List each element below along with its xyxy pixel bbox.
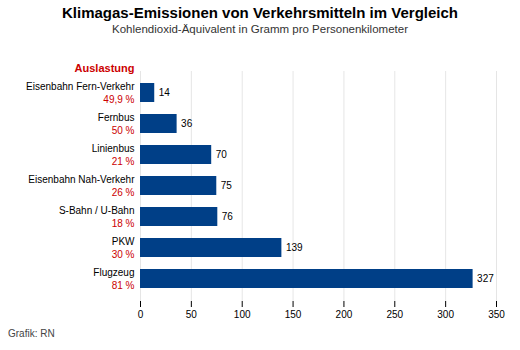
svg-text:49,9 %: 49,9 % bbox=[103, 94, 134, 105]
svg-text:Flugzeug: Flugzeug bbox=[93, 267, 134, 278]
svg-text:0: 0 bbox=[138, 309, 144, 320]
svg-text:Eisenbahn Nah-Verkehr: Eisenbahn Nah-Verkehr bbox=[28, 174, 135, 185]
svg-text:50: 50 bbox=[186, 309, 198, 320]
svg-text:150: 150 bbox=[285, 309, 302, 320]
svg-text:139: 139 bbox=[286, 242, 303, 253]
svg-text:76: 76 bbox=[222, 211, 234, 222]
svg-text:327: 327 bbox=[477, 273, 494, 284]
svg-text:30 %: 30 % bbox=[112, 249, 135, 260]
svg-text:36: 36 bbox=[181, 118, 193, 129]
svg-text:81 %: 81 % bbox=[112, 280, 135, 291]
svg-text:Fernbus: Fernbus bbox=[98, 112, 135, 123]
svg-text:200: 200 bbox=[336, 309, 353, 320]
html-text:Kohlendioxid-Äquivalent in Gra: Kohlendioxid-Äquivalent in Gramm pro Per… bbox=[112, 23, 408, 35]
svg-text:50 %: 50 % bbox=[112, 125, 135, 136]
svg-text:Linienbus: Linienbus bbox=[92, 143, 135, 154]
html-text:Klimagas-Emissionen von Verkeh: Klimagas-Emissionen von Verkehrsmitteln … bbox=[62, 4, 458, 21]
svg-text:250: 250 bbox=[386, 309, 403, 320]
svg-text:100: 100 bbox=[234, 309, 251, 320]
svg-text:350: 350 bbox=[488, 309, 505, 320]
html-text:Grafik: RN: Grafik: RN bbox=[8, 328, 55, 339]
svg-text:26 %: 26 % bbox=[112, 187, 135, 198]
svg-text:75: 75 bbox=[221, 180, 233, 191]
svg-text:300: 300 bbox=[437, 309, 454, 320]
svg-text:S-Bahn / U-Bahn: S-Bahn / U-Bahn bbox=[59, 205, 135, 216]
svg-text:Auslastung: Auslastung bbox=[75, 62, 135, 74]
svg-text:18 %: 18 % bbox=[112, 218, 135, 229]
svg-text:14: 14 bbox=[159, 87, 171, 98]
svg-text:70: 70 bbox=[216, 149, 228, 160]
svg-text:Eisenbahn Fern-Verkehr: Eisenbahn Fern-Verkehr bbox=[26, 81, 135, 92]
svg-text:21 %: 21 % bbox=[112, 156, 135, 167]
svg-text:PKW: PKW bbox=[112, 236, 135, 247]
